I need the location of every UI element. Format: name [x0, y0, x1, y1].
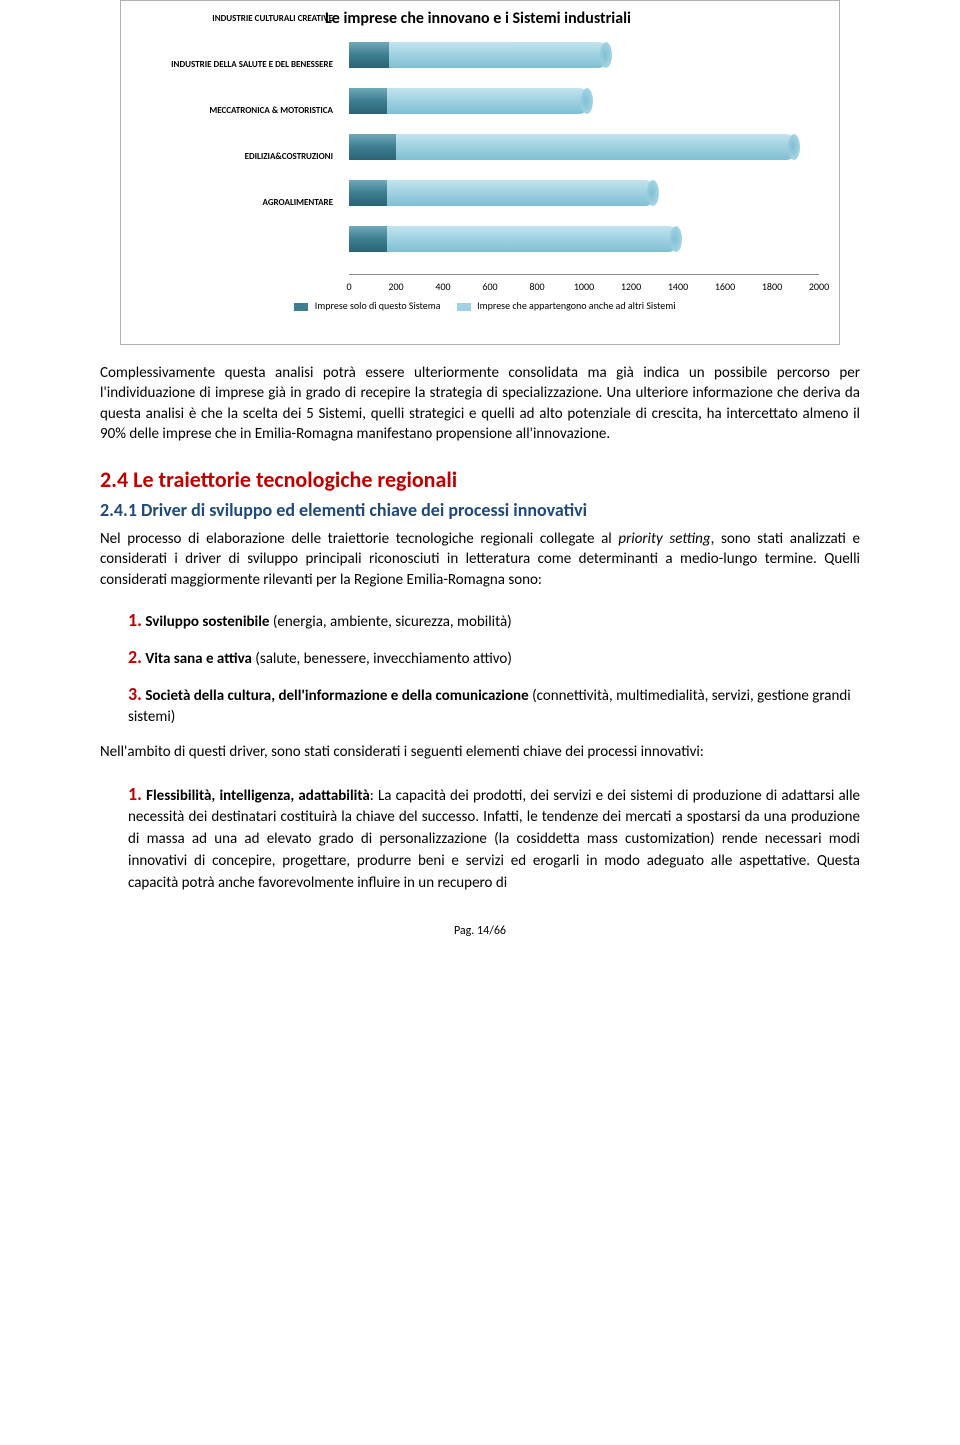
drivers-list: 1. Sviluppo sostenibile (energia, ambien… — [128, 608, 860, 729]
chart-xtick: 0 — [346, 280, 351, 293]
chart-xtick: 800 — [529, 280, 544, 293]
chart-bar-seg-a — [349, 134, 396, 160]
chart-xtick: 2000 — [809, 280, 829, 293]
chart-xtick: 1600 — [715, 280, 735, 293]
list-label: Vita sana e attiva — [145, 650, 252, 668]
legend-swatch-a — [294, 303, 308, 311]
chart-legend: Imprese solo di questo Sistema Imprese c… — [129, 299, 827, 312]
chart-y-labels: INDUSTRIE CULTURALI CREATIVE INDUSTRIE D… — [121, 1, 337, 256]
elements-list: 1. Flessibilità, intelligenza, adattabil… — [128, 781, 860, 895]
chart-x-axis — [349, 274, 819, 275]
list-item: 1. Flessibilità, intelligenza, adattabil… — [128, 781, 860, 895]
chart-container: Le imprese che innovano e i Sistemi indu… — [120, 0, 840, 345]
list-number: 1. — [128, 783, 142, 805]
list-number: 1. — [128, 609, 142, 631]
chart-bar-seg-b — [349, 226, 678, 252]
list-item: 2. Vita sana e attiva (salute, benessere… — [128, 645, 860, 670]
legend-swatch-b — [457, 303, 471, 311]
chart-plot: 0200400600800100012001400160018002000 — [349, 38, 819, 293]
chart-ylabel: INDUSTRIE CULTURALI CREATIVE — [117, 13, 333, 24]
chart-ylabel: EDILIZIA&COSTRUZIONI — [117, 151, 333, 162]
list-label: Società della cultura, dell'informazione… — [145, 687, 528, 705]
chart-xtick: 400 — [435, 280, 450, 293]
chart-xtick: 1000 — [574, 280, 594, 293]
chart-xtick: 1200 — [621, 280, 641, 293]
text: Nel processo di elaborazione delle traie… — [100, 530, 618, 548]
list-rest: (energia, ambiente, sicurezza, mobilità) — [269, 613, 511, 631]
list-label: Flessibilità, intelligenza, adattabilità — [146, 787, 370, 805]
list-label: Sviluppo sostenibile — [145, 613, 269, 631]
chart-xtick: 1400 — [668, 280, 688, 293]
chart-bar-seg-a — [349, 180, 387, 206]
chart-ylabel: INDUSTRIE DELLA SALUTE E DEL BENESSERE — [117, 59, 333, 70]
chart-xtick: 600 — [482, 280, 497, 293]
chart-ylabel: MECCATRONICA & MOTORISTICA — [117, 105, 333, 116]
list-number: 2. — [128, 646, 142, 668]
section-heading: 2.4 Le traiettorie tecnologiche regional… — [100, 466, 860, 493]
chart-bars — [349, 38, 819, 275]
chart-bar-seg-a — [349, 42, 389, 68]
list-item: 1. Sviluppo sostenibile (energia, ambien… — [128, 608, 860, 633]
paragraph: Nel processo di elaborazione delle traie… — [100, 529, 860, 590]
subsection-heading: 2.4.1 Driver di sviluppo ed elementi chi… — [100, 499, 860, 521]
list-number: 3. — [128, 683, 142, 705]
paragraph: Nell'ambito di questi driver, sono stati… — [100, 742, 860, 762]
paragraph: Complessivamente questa analisi potrà es… — [100, 363, 860, 444]
list-rest: (salute, benessere, invecchiamento attiv… — [252, 650, 512, 668]
legend-label-a: Imprese solo di questo Sistema — [315, 299, 441, 312]
chart-bar-seg-a — [349, 88, 387, 114]
legend-label-b: Imprese che appartengono anche ad altri … — [477, 299, 675, 312]
page-number: Pag. 14/66 — [100, 924, 860, 938]
chart-ylabel: AGROALIMENTARE — [117, 197, 333, 208]
chart-bar-seg-a — [349, 226, 387, 252]
italic-text: priority setting — [618, 530, 710, 548]
chart-xtick: 200 — [388, 280, 403, 293]
chart-bar-seg-b — [349, 180, 655, 206]
chart-x-ticks: 0200400600800100012001400160018002000 — [349, 277, 819, 293]
chart-xtick: 1800 — [762, 280, 782, 293]
list-item: 3. Società della cultura, dell'informazi… — [128, 682, 860, 728]
chart-bar-seg-b — [349, 134, 796, 160]
